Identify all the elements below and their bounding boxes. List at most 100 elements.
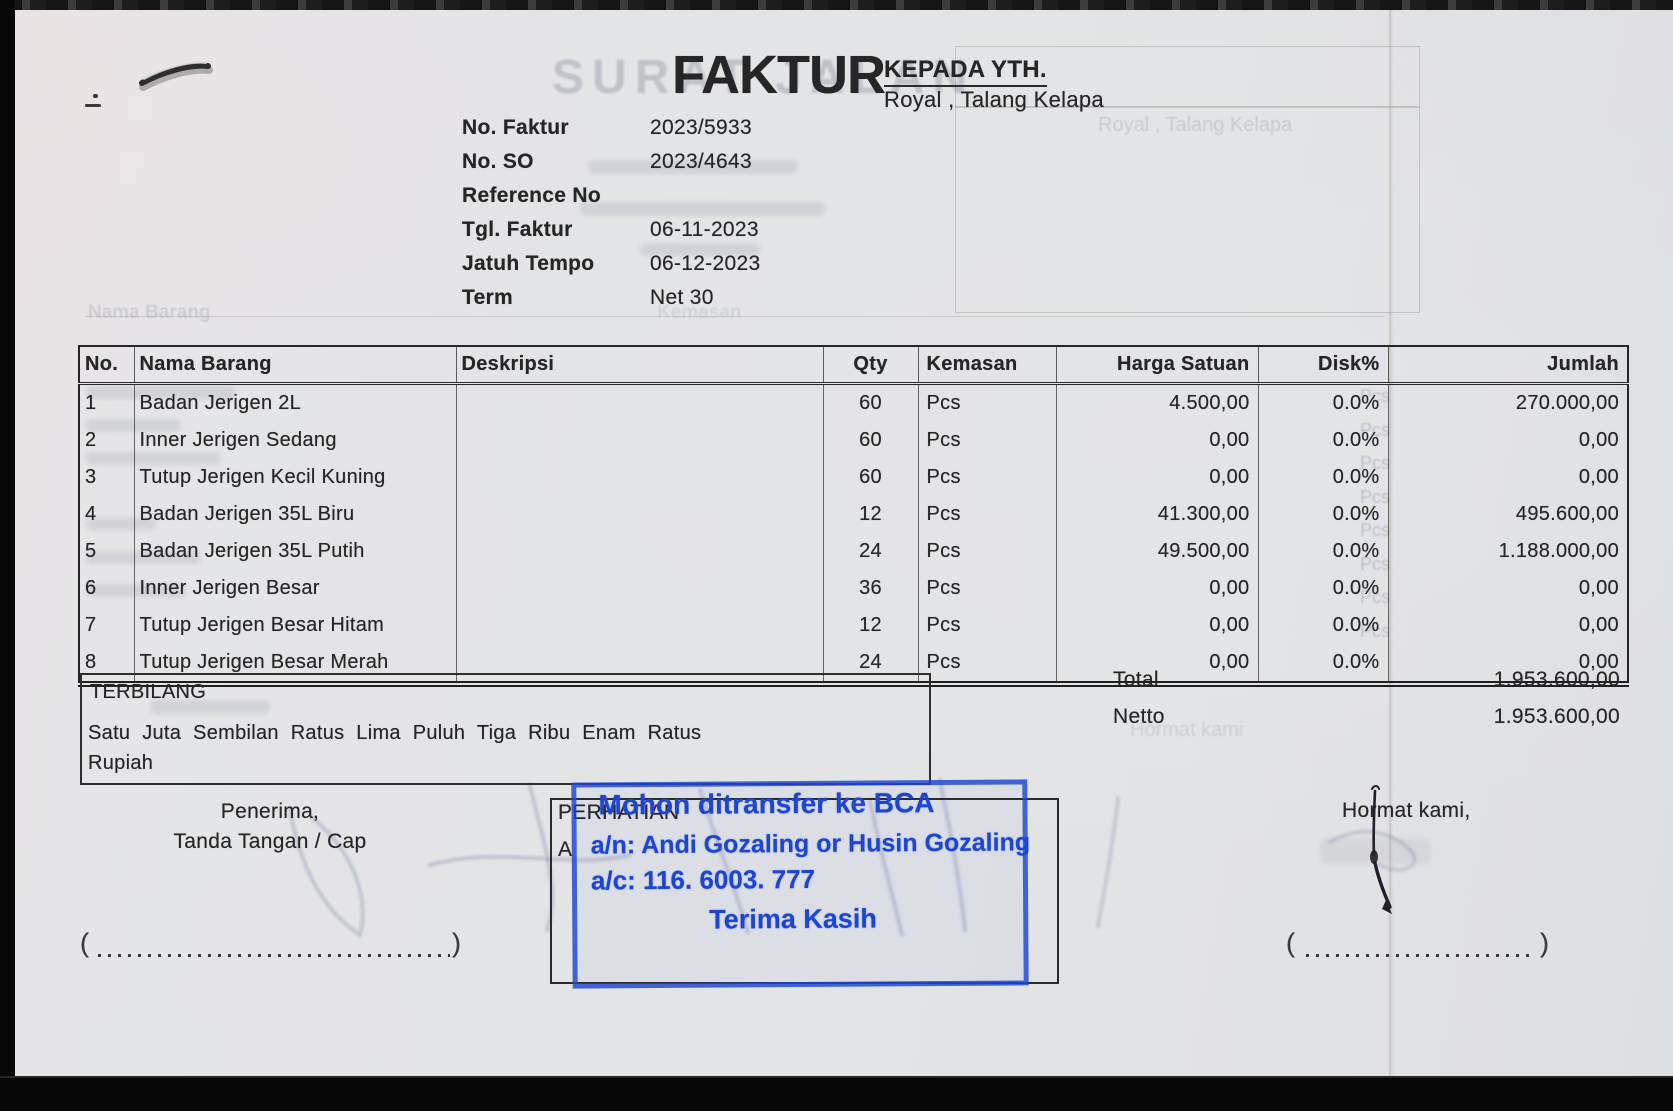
ghost-address-text: Royal , Talang Kelapa: [1098, 114, 1293, 136]
left-signature-paren-close: ): [452, 928, 462, 958]
left-signature-dotline: [98, 954, 450, 957]
ghost-watermark-text: SURAT JALAN: [552, 51, 976, 104]
cell-amount: 0,00: [1387, 644, 1628, 684]
cell-unit: Pcs: [917, 496, 1056, 533]
ghost-smudge: [588, 160, 798, 174]
terbilang-label: TERBILANG: [90, 681, 207, 703]
ghost-smudge: [150, 700, 270, 714]
bank-transfer-stamp: Mohon ditransfer ke BCA a/n: Andi Gozali…: [571, 779, 1030, 989]
stamp-line-thanks: Terima Kasih: [709, 903, 877, 935]
cell-disc: 0.0%: [1257, 459, 1388, 496]
table-row: 7 Tutup Jerigen Besar Hitam 12 Pcs 0,00 0.0% 0…: [79, 607, 1628, 644]
cell-unit: Pcs: [917, 570, 1056, 607]
cell-qty: 36: [822, 570, 918, 607]
cell-unit: Pcs: [917, 459, 1056, 496]
col-header-harga-satuan: Harga Satuan: [1055, 346, 1258, 385]
col-header-disk: Disk%: [1257, 346, 1388, 385]
cell-name: Badan Jerigen 2L: [133, 383, 456, 422]
ghost-smudge: [580, 202, 825, 216]
right-signature-paren-close: ): [1540, 928, 1550, 958]
ghost-hormat-text: Hormat kami: [1130, 719, 1244, 741]
receiver-signature-block: Penerima, Tanda Tangan / Cap: [145, 797, 395, 857]
cell-no: 2: [85, 429, 97, 451]
items-table-body: 1 Badan Jerigen 2L 60 Pcs 4.500,00 0.0% 270.00…: [79, 383, 1628, 684]
stamp-line-account-number: a/c: 116. 6003. 777: [590, 863, 816, 896]
cell-unit: Pcs: [917, 607, 1056, 644]
meta-label-jatuh-tempo: Jatuh Tempo: [462, 252, 595, 275]
cell-no: 7: [85, 614, 97, 636]
cell-name: Badan Jerigen 35L Putih: [133, 533, 456, 570]
cell-name: Inner Jerigen Besar: [133, 570, 456, 607]
cell-amount: 0,00: [1387, 570, 1628, 607]
cell-no: 8: [85, 651, 97, 673]
cell-amount: 270.000,00: [1387, 383, 1628, 422]
items-table: No. Nama Barang Deskripsi Qty Kemasan Ha…: [78, 345, 1629, 687]
col-header-no: No.: [79, 346, 134, 385]
cell-qty: 24: [822, 644, 918, 684]
netto-value: 1.953.600,00: [1493, 705, 1620, 728]
cell-amount: 0,00: [1387, 607, 1628, 644]
table-row: 4 Badan Jerigen 35L Biru 12 Pcs 41.300,00 0.0…: [79, 496, 1628, 533]
cell-disc: 0.0%: [1257, 496, 1388, 533]
perhatian-text-line1: PERHATIAN: [558, 801, 680, 824]
cell-price: 0,00: [1055, 607, 1258, 644]
scanner-edge-left: [0, 0, 15, 1111]
cell-desc: [455, 496, 823, 533]
meta-value-jatuh-tempo: 06-12-2023: [650, 252, 761, 275]
cell-qty: 12: [822, 607, 918, 644]
cell-no: 1: [85, 392, 97, 414]
cell-unit: Pcs: [917, 533, 1056, 570]
cell-desc: [455, 644, 823, 684]
cell-no: 5: [85, 540, 97, 562]
col-header-qty: Qty: [822, 346, 918, 385]
ghost-box-bottom: [955, 106, 1420, 313]
total-value: 1.953.600,00: [1493, 668, 1620, 691]
signature-bleed-marks: [288, 778, 967, 939]
cell-price: 0,00: [1055, 644, 1258, 684]
cell-amount: 0,00: [1387, 422, 1628, 459]
cell-price: 49.500,00: [1055, 533, 1258, 570]
left-signature-paren-open: (: [80, 928, 90, 958]
terbilang-box: [80, 673, 931, 785]
meta-value-no-so: 2023/4643: [650, 150, 752, 173]
recipient-label: KEPADA YTH.: [884, 56, 1047, 87]
perhatian-box: [550, 798, 1059, 984]
cell-qty: 60: [822, 459, 918, 496]
meta-label-no-so: No. SO: [462, 150, 534, 173]
meta-value-no-faktur: 2023/5933: [650, 116, 752, 139]
cell-qty: 60: [822, 383, 918, 422]
cell-qty: 12: [822, 496, 918, 533]
scanner-edge-top: [0, 0, 1673, 10]
signature-bleed-marks-right: [1096, 796, 1417, 928]
cell-name: Tutup Jerigen Besar Merah: [133, 644, 456, 684]
cell-qty: 60: [822, 422, 918, 459]
cell-name: Badan Jerigen 35L Biru: [133, 496, 456, 533]
cell-disc: 0.0%: [1257, 383, 1388, 422]
perhatian-text-line2: A: [558, 838, 573, 861]
cell-name: Tutup Jerigen Kecil Kuning: [133, 459, 456, 496]
cell-unit: Pcs: [917, 644, 1056, 684]
col-header-jumlah: Jumlah: [1387, 346, 1628, 385]
sender-signature-label: Hormat kami,: [1342, 799, 1471, 822]
cell-no: 3: [85, 466, 97, 488]
col-header-kemasan: Kemasan: [917, 346, 1056, 385]
right-signature-dotline: [1306, 954, 1531, 957]
cell-desc: [455, 459, 823, 496]
meta-label-tgl-faktur: Tgl. Faktur: [462, 218, 573, 241]
cell-qty: 24: [822, 533, 918, 570]
cell-disc: 0.0%: [1257, 422, 1388, 459]
scanner-edge-bottom: [0, 1076, 1673, 1111]
total-label: Total: [1113, 668, 1159, 691]
table-row: 2 Inner Jerigen Sedang 60 Pcs 0,00 0.0% 0,00: [79, 422, 1628, 459]
cell-price: 0,00: [1055, 570, 1258, 607]
document-title: FAKTUR: [672, 45, 886, 105]
receiver-sublabel: Tanda Tangan / Cap: [173, 830, 367, 853]
meta-value-tgl-faktur: 06-11-2023: [650, 218, 759, 241]
table-row: 1 Badan Jerigen 2L 60 Pcs 4.500,00 0.0% 270.00…: [79, 383, 1628, 422]
cell-unit: Pcs: [917, 422, 1056, 459]
ghost-box-top: [955, 46, 1420, 108]
table-row: 8 Tutup Jerigen Besar Merah 24 Pcs 0,00 0.0% 0…: [79, 644, 1628, 684]
cell-price: 4.500,00: [1055, 383, 1258, 422]
right-signature-paren-open: (: [1286, 928, 1296, 958]
